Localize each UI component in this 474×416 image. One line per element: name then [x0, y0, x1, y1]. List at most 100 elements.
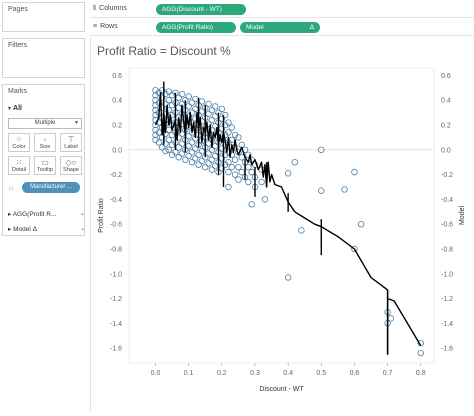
scatter-point [175, 94, 182, 101]
scatter-point [205, 150, 212, 157]
rows-pill-profit[interactable]: AGG(Profit Ratio) [156, 22, 236, 33]
scatter-point [205, 100, 212, 108]
scatter-point [225, 168, 232, 176]
chart-svg: 0.6 0.6 0.4 0.4 0.2 0.2 0.0 0.0 -0.2 -0.2 -0.4 -0.4… [98, 67, 466, 393]
scatter-point [318, 187, 325, 194]
rows-pill-model[interactable]: Model Δ [240, 22, 320, 33]
detail-icon: ⁙ [15, 158, 23, 167]
size-button[interactable]: ◦ Size [34, 133, 56, 152]
scatter-point [165, 136, 172, 144]
scatter-point [198, 147, 206, 155]
scatter-point [387, 315, 395, 322]
y2-tick-label: -0.8 [441, 246, 453, 253]
manufacturer-detail-pill[interactable]: Manufacturer ... [22, 182, 80, 193]
color-button[interactable]: ⁘ Color [8, 133, 30, 152]
scatter-point [228, 163, 235, 171]
y2-tick-label: -0.6 [441, 222, 453, 229]
x-tick-label: 0.2 [217, 370, 227, 377]
scatter-point [231, 156, 239, 163]
scatter-point [225, 119, 232, 126]
pages-card[interactable]: Pages [2, 2, 85, 32]
scatter-point [205, 160, 212, 167]
y-tick-label: -1.6 [110, 346, 122, 353]
agg-profit-row[interactable]: ▸ AGG(Profit R... ⌄ [8, 210, 85, 218]
pages-title: Pages [8, 6, 28, 13]
model-row[interactable]: ▸ Model Δ ⌄ [8, 225, 85, 233]
scatter-point [318, 146, 325, 154]
y-tick-label: -0.4 [110, 197, 122, 204]
filters-card[interactable]: Filters [2, 38, 85, 78]
mark-type-dropdown[interactable]: Multiple ▼ [8, 118, 82, 129]
chevron-down-icon: ⌄ [80, 226, 86, 232]
chevron-down-icon: ⌄ [80, 211, 86, 217]
scatter-point [185, 132, 192, 140]
scatter-point [284, 170, 292, 177]
size-icon: ◦ [43, 135, 47, 144]
scatter-point [175, 154, 182, 161]
scatter-point [357, 220, 365, 228]
scatter-point [417, 349, 424, 357]
x-axis-label: Discount - WT [259, 386, 304, 393]
scatter-point [188, 159, 196, 166]
model-label: Model [13, 226, 31, 233]
y-tick-label: 0.4 [112, 98, 122, 105]
scatter-point [284, 274, 292, 281]
scatter-point [188, 109, 196, 116]
y2-tick-label: -0.2 [441, 172, 453, 179]
agg-profit-arrow-icon: ▸ [8, 211, 13, 218]
columns-pill[interactable]: AGG(Discount - WT) [156, 4, 246, 15]
plot-frame [128, 67, 435, 364]
scatter-point [202, 163, 209, 171]
scatter-point [208, 156, 216, 163]
y2-axis-label: Model [459, 206, 466, 226]
shape-icon: ◇○ [65, 158, 77, 167]
scatter-point [211, 162, 219, 170]
scatter-point [258, 178, 265, 186]
scatter-point [351, 245, 358, 253]
scatter-point [175, 104, 182, 111]
detail-pill-icon: ⁙ [8, 186, 14, 193]
tooltip-icon: ▭ [41, 158, 49, 167]
left-panel: Pages Filters Marks ▾ All Multiple ▼ ⁘ Colo… [0, 0, 87, 411]
tooltip-button[interactable]: ▭ Tooltip [34, 156, 56, 175]
scatter-point [228, 124, 235, 131]
detail-label: Detail [11, 167, 27, 173]
mark-type-value: Multiple [34, 120, 56, 126]
shape-button[interactable]: ◇○ Shape [60, 156, 82, 175]
scatter-point [245, 151, 252, 158]
y-tick-label: -0.6 [110, 222, 122, 229]
y2-tick-label: -1.2 [441, 296, 453, 303]
delta-icon: Δ [309, 24, 314, 31]
scatter-point [248, 168, 255, 176]
columns-icon: ⦀ [93, 5, 97, 12]
scatter-point [185, 142, 192, 150]
x-tick-label: 0.7 [383, 370, 393, 377]
scatter-point [225, 159, 232, 166]
marks-all[interactable]: ▾ All [8, 105, 22, 112]
chart-title: Profit Ratio = Discount % [97, 44, 231, 58]
label-button[interactable]: ⊤ Label [60, 133, 82, 152]
model-line [154, 92, 422, 355]
y-tick-label: -0.2 [110, 172, 122, 179]
y-tick-label: 0.6 [112, 73, 122, 80]
scatter-point [225, 183, 232, 191]
label-icon: ⊤ [67, 135, 75, 144]
scatter-point [248, 201, 255, 208]
y-tick-label: -0.8 [110, 246, 122, 253]
scatter-point [192, 105, 199, 113]
y2-tick-label: -1.0 [441, 271, 453, 278]
scatter-point [291, 159, 298, 166]
scatter-point [195, 151, 202, 158]
scatter-point [198, 98, 206, 105]
scatter-point [192, 145, 199, 152]
x-tick-label: 0.5 [316, 370, 326, 377]
detail-button[interactable]: ⁙ Detail [8, 156, 30, 175]
scatter-point [165, 146, 172, 154]
scatter-point [351, 168, 358, 176]
scatter-point [165, 97, 172, 104]
scatter-point [178, 140, 186, 147]
y2-tick-label: -0.4 [441, 197, 453, 204]
scatter-point [208, 106, 216, 114]
scatter-point [188, 139, 196, 146]
scatter-point [165, 126, 172, 134]
